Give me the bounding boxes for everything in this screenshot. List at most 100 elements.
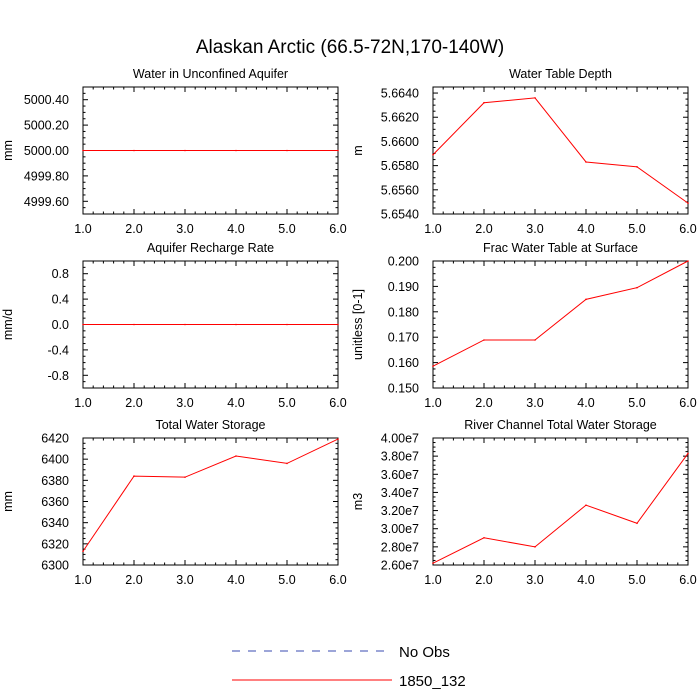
x-tick-label: 5.0 <box>628 396 645 410</box>
y-axis-label: mm <box>1 140 15 161</box>
chart-title: Frac Water Table at Surface <box>483 241 638 255</box>
legend: No Obs 1850_132 <box>232 644 466 690</box>
y-tick-label: 4999.60 <box>24 195 69 209</box>
x-tick-label: 5.0 <box>628 222 645 236</box>
data-point <box>483 339 485 341</box>
chart-panel-4: Frac Water Table at Surface unitless [0-1… <box>351 241 697 410</box>
x-tick-label: 6.0 <box>329 222 346 236</box>
data-point <box>585 298 587 301</box>
x-tick-label: 3.0 <box>526 222 543 236</box>
x-tick-label: 5.0 <box>278 396 295 410</box>
x-tick-label: 5.0 <box>278 222 295 236</box>
data-point <box>687 452 689 455</box>
x-tick-label: 4.0 <box>577 396 594 410</box>
data-point <box>235 149 237 152</box>
x-tick-label: 1.0 <box>424 396 441 410</box>
y-axis-label: unitless [0-1] <box>351 289 365 360</box>
data-point <box>286 462 288 465</box>
x-tick-label: 2.0 <box>125 222 142 236</box>
x-tick-label: 3.0 <box>526 396 543 410</box>
y-tick-label: 6320 <box>41 537 69 551</box>
y-tick-label: 5000.20 <box>24 119 69 133</box>
x-tick-label: 1.0 <box>74 573 91 587</box>
data-point <box>585 504 587 506</box>
x-tick-label: 6.0 <box>329 573 346 587</box>
x-tick-label: 6.0 <box>679 573 696 587</box>
x-tick-label: 4.0 <box>577 222 594 236</box>
x-tick-label: 4.0 <box>227 222 244 236</box>
x-tick-label: 3.0 <box>176 573 193 587</box>
x-tick-label: 5.0 <box>628 573 645 587</box>
y-tick-label: 5.6580 <box>381 159 419 173</box>
y-tick-label: 3.40e7 <box>381 486 419 500</box>
series-line-1 <box>432 260 689 367</box>
y-tick-label: 5.6620 <box>381 111 419 125</box>
data-point <box>636 286 638 289</box>
chart-title: Aquifer Recharge Rate <box>147 241 274 255</box>
y-tick-label: 3.00e7 <box>381 522 419 536</box>
y-tick-label: 6400 <box>41 453 69 467</box>
y-tick-label: 0.170 <box>388 331 419 345</box>
x-tick-label: 2.0 <box>475 222 492 236</box>
data-point <box>82 149 84 152</box>
series-line-1 <box>432 97 689 204</box>
y-tick-label: 0.180 <box>388 305 419 319</box>
y-tick-label: 5.6600 <box>381 135 419 149</box>
data-point <box>534 546 536 548</box>
x-tick-label: 4.0 <box>227 396 244 410</box>
data-point <box>235 323 237 326</box>
y-tick-label: 0.150 <box>388 382 419 396</box>
data-point <box>184 323 186 326</box>
y-tick-label: -0.8 <box>47 369 69 383</box>
y-tick-label: 6340 <box>41 516 69 530</box>
chart-title: Total Water Storage <box>155 418 265 432</box>
data-point <box>286 149 288 152</box>
legend-no-obs-label: No Obs <box>399 644 450 661</box>
data-point <box>534 97 536 99</box>
x-tick-label: 1.0 <box>74 396 91 410</box>
chart-title: Water Table Depth <box>509 67 612 81</box>
y-axis-label: mm <box>1 491 15 512</box>
x-tick-label: 2.0 <box>475 396 492 410</box>
legend-model-label: 1850_132 <box>399 673 466 690</box>
data-point <box>337 323 339 326</box>
y-tick-label: 0.200 <box>388 255 419 269</box>
data-point <box>534 339 536 341</box>
y-tick-label: 5.6640 <box>381 87 419 101</box>
data-point <box>585 161 587 163</box>
chart-panel-2: Water Table Depth m 1.0 2.0 3.0 4.0 5.0 6.0 5.65… <box>351 67 697 236</box>
chart-panel-6: River Channel Total Water Storage m3 1.0 2.… <box>351 418 697 587</box>
y-tick-label: 6300 <box>41 559 69 573</box>
data-point <box>687 260 689 262</box>
y-tick-label: 4999.80 <box>24 169 69 183</box>
chart-panel-3: Aquifer Recharge Rate mm/d 1.0 2.0 3.0 4.0 5.0… <box>1 241 347 410</box>
x-tick-label: 3.0 <box>526 573 543 587</box>
y-tick-label: 2.80e7 <box>381 540 419 554</box>
x-tick-label: 2.0 <box>475 573 492 587</box>
plot-frame <box>432 260 689 389</box>
data-point <box>432 562 434 564</box>
data-point <box>184 149 186 152</box>
y-tick-label: 3.60e7 <box>381 468 419 482</box>
y-tick-label: 3.20e7 <box>381 504 419 518</box>
y-tick-label: 6360 <box>41 495 69 509</box>
figure-title: Alaskan Arctic (66.5-72N,170-140W) <box>196 37 504 58</box>
data-point <box>432 153 434 156</box>
data-point <box>432 365 434 367</box>
data-point <box>483 536 485 539</box>
x-tick-label: 5.0 <box>278 573 295 587</box>
y-axis-label: m3 <box>351 493 365 510</box>
x-tick-label: 6.0 <box>679 222 696 236</box>
x-tick-label: 6.0 <box>329 396 346 410</box>
data-point <box>687 202 689 204</box>
y-tick-label: 6380 <box>41 474 69 488</box>
data-point <box>184 476 186 478</box>
data-point <box>286 323 288 326</box>
x-tick-label: 4.0 <box>577 573 594 587</box>
x-tick-label: 1.0 <box>424 222 441 236</box>
data-point <box>133 149 135 152</box>
chart-panel-1: Water in Unconfined Aquifer mm 1.0 2.0 3.0 4.… <box>1 67 347 236</box>
data-point <box>82 323 84 326</box>
y-tick-label: 5000.00 <box>24 144 69 158</box>
chart-title: River Channel Total Water Storage <box>464 418 657 432</box>
